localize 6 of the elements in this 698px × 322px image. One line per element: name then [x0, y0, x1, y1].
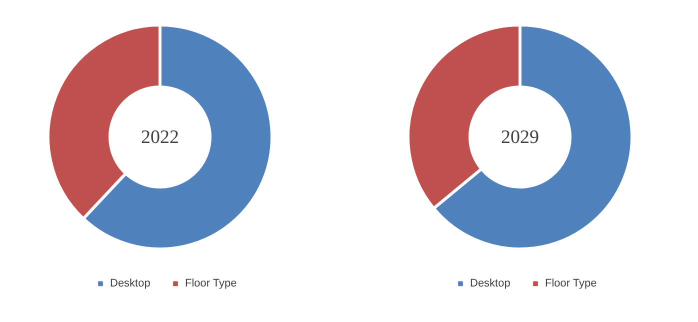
- legend-label: Floor Type: [185, 278, 237, 290]
- legend-label: Desktop: [110, 278, 150, 290]
- text: 2022: [141, 127, 179, 148]
- legend-label: Desktop: [470, 278, 510, 290]
- legend-label: Floor Type: [545, 278, 597, 290]
- text: 2029: [501, 127, 539, 148]
